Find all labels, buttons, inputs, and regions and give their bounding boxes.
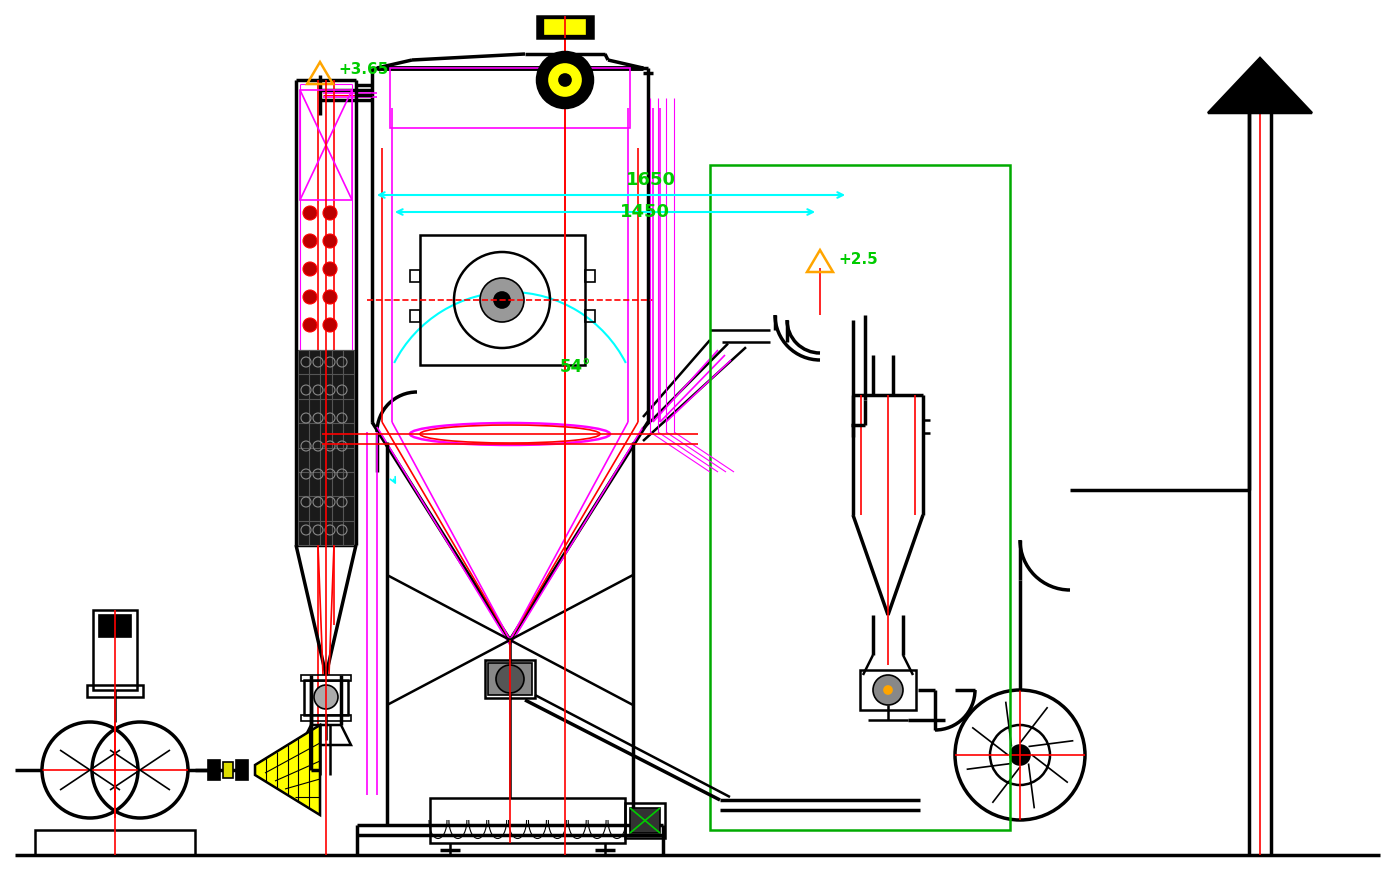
Circle shape (549, 64, 581, 96)
Circle shape (314, 685, 337, 709)
Bar (35, 830, 195, 855)
Circle shape (493, 292, 510, 308)
Circle shape (302, 290, 316, 304)
Bar (488, 663, 533, 695)
Bar (710, 165, 1011, 830)
Bar (537, 16, 592, 38)
Circle shape (323, 234, 337, 248)
Circle shape (323, 206, 337, 220)
Text: +3.65: +3.65 (337, 62, 389, 77)
Bar (300, 90, 353, 200)
Circle shape (496, 665, 524, 693)
Circle shape (1011, 745, 1030, 765)
Bar (390, 68, 630, 128)
Circle shape (537, 52, 592, 108)
Bar (860, 670, 916, 710)
Circle shape (323, 290, 337, 304)
Bar (298, 350, 354, 545)
Bar (301, 715, 351, 721)
Text: 54°: 54° (560, 358, 591, 376)
Bar (410, 310, 420, 322)
Text: 1650: 1650 (626, 171, 676, 189)
Circle shape (302, 318, 316, 332)
Bar (410, 270, 420, 282)
Bar (420, 235, 585, 365)
Polygon shape (1209, 58, 1312, 113)
Circle shape (873, 675, 903, 705)
Bar (301, 675, 351, 681)
Bar (86, 685, 144, 697)
Bar (223, 762, 233, 778)
Bar (585, 270, 595, 282)
Bar (429, 798, 625, 843)
Polygon shape (255, 725, 321, 815)
Circle shape (302, 206, 316, 220)
Text: 1450: 1450 (620, 203, 671, 221)
Circle shape (480, 278, 524, 322)
Bar (625, 803, 665, 838)
Circle shape (302, 234, 316, 248)
Bar (630, 808, 659, 833)
Bar (236, 760, 248, 780)
Bar (99, 615, 131, 637)
Circle shape (884, 686, 892, 694)
Circle shape (302, 262, 316, 276)
Bar (304, 680, 348, 715)
Bar (545, 20, 585, 34)
Bar (93, 610, 137, 690)
Text: +2.5: +2.5 (838, 252, 878, 267)
Bar (485, 660, 535, 698)
Bar (585, 310, 595, 322)
Circle shape (559, 74, 572, 86)
Circle shape (323, 318, 337, 332)
Circle shape (323, 262, 337, 276)
Bar (208, 760, 220, 780)
